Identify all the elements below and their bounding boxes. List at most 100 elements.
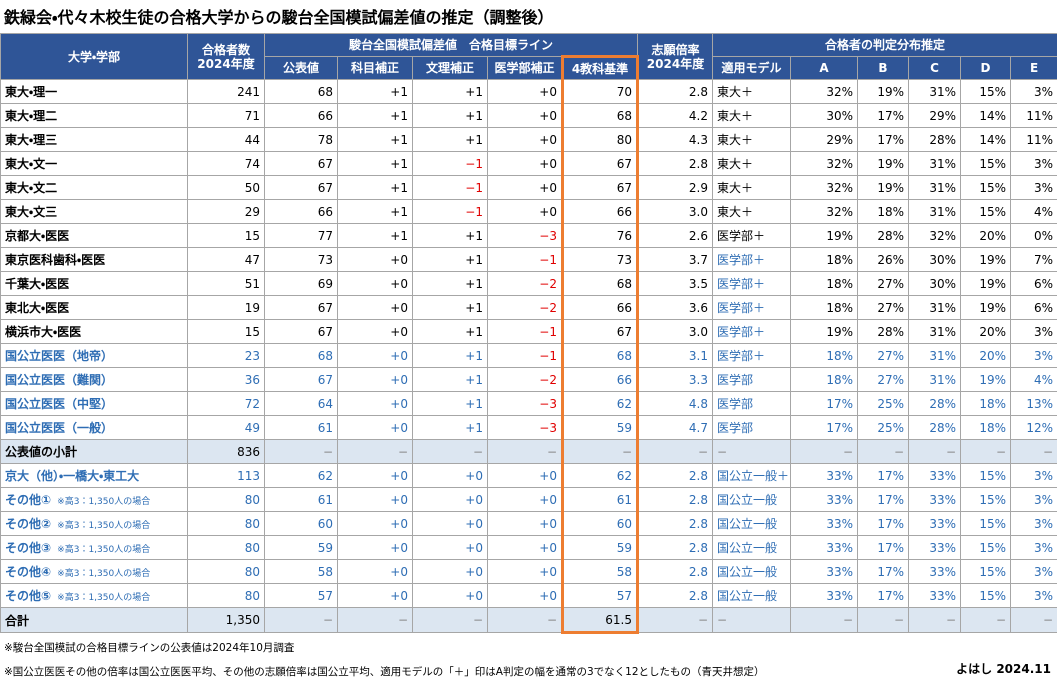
- cell: 6%: [1009, 271, 1057, 296]
- cell: +0: [337, 415, 413, 440]
- cell: 78: [264, 127, 338, 152]
- cell: 東大＋: [712, 175, 791, 200]
- cell: 東大＋: [712, 103, 791, 128]
- cell: 医学部: [712, 367, 791, 392]
- cell: 医学部＋: [712, 247, 791, 272]
- cell: 28%: [908, 391, 961, 416]
- cell: 50: [187, 175, 265, 200]
- header-cell: 公表値: [264, 56, 338, 80]
- cell: 国公立一般: [712, 583, 791, 608]
- cell: 17%: [857, 127, 909, 152]
- cell: 66: [264, 103, 338, 128]
- cell: 60: [561, 511, 639, 536]
- cell: −: [337, 607, 413, 633]
- cell: 国公立一般＋: [712, 463, 791, 488]
- cell: 14%: [960, 127, 1011, 152]
- cell: 6%: [1009, 295, 1057, 320]
- table-row: 合計 1,350− − − −61.5− − − − − − −: [0, 607, 1057, 634]
- cell: 東大＋: [712, 199, 791, 224]
- cell: 4%: [1009, 199, 1057, 224]
- row-label: その他② ※高3：1,350人の場合: [0, 511, 188, 536]
- row-label: 合計: [0, 607, 188, 633]
- cell: 3.1: [637, 343, 713, 368]
- header-cell: 医学部補正: [487, 56, 563, 80]
- row-label: その他⑤ ※高3：1,350人の場合: [0, 583, 188, 608]
- cell: 61: [264, 415, 338, 440]
- cell: 66: [561, 199, 639, 224]
- cell: 29: [187, 199, 265, 224]
- cell: 15%: [960, 535, 1011, 560]
- cell: −: [712, 607, 791, 633]
- cell: −: [790, 439, 858, 464]
- cell: −: [637, 607, 713, 633]
- cell: 4%: [1009, 367, 1057, 392]
- cell: +0: [487, 175, 563, 200]
- table-row: その他④ ※高3：1,350人の場合 80 58 +0 +0 +0 58 2.8 国公立一般 33%…: [0, 559, 1057, 584]
- cell: +1: [337, 151, 413, 176]
- cell: 32%: [790, 199, 858, 224]
- cell: −: [561, 439, 639, 464]
- cell: 3.0: [637, 199, 713, 224]
- cell: 18%: [790, 367, 858, 392]
- cell: 23: [187, 343, 265, 368]
- table: 大学・学部 合格者数 2024年度 駿台全国模試偏差値 合格目標ライン 志願倍率 20…: [0, 33, 1057, 634]
- cell: 2.8: [637, 535, 713, 560]
- cell: 28%: [857, 223, 909, 248]
- cell: 29%: [790, 127, 858, 152]
- cell: +0: [487, 103, 563, 128]
- cell: 2.8: [637, 487, 713, 512]
- cell: +0: [487, 487, 563, 512]
- cell: −: [857, 607, 909, 633]
- table-row: 京都大・医医 15 77 +1 +1 −3 76 2.6 医学部＋ 19% 28% 32% 20% 0%: [0, 223, 1057, 248]
- cell: 27%: [857, 367, 909, 392]
- row-label: 東北大・医医: [0, 295, 188, 320]
- cell: 68: [561, 103, 639, 128]
- cell: 3.3: [637, 367, 713, 392]
- cell: 医学部＋: [712, 271, 791, 296]
- cell: −: [857, 439, 909, 464]
- cell: −3: [487, 391, 563, 416]
- cell: 3.6: [637, 295, 713, 320]
- cell: 19%: [960, 367, 1011, 392]
- cell: 15%: [960, 487, 1011, 512]
- cell: 18%: [960, 391, 1011, 416]
- cell: 1,350: [187, 607, 265, 633]
- row-label: 横浜市大・医医: [0, 319, 188, 344]
- cell: 31%: [908, 343, 961, 368]
- cell: 3%: [1009, 487, 1057, 512]
- cell: +0: [487, 79, 563, 104]
- cell: 47: [187, 247, 265, 272]
- cell: 15%: [960, 79, 1011, 104]
- cell: 3%: [1009, 151, 1057, 176]
- cell: 59: [561, 415, 639, 440]
- cell: 東大＋: [712, 127, 791, 152]
- cell: 31%: [908, 175, 961, 200]
- cell: +0: [337, 247, 413, 272]
- cell: −: [1009, 607, 1057, 633]
- cell: 15: [187, 223, 265, 248]
- header-cell: 科目補正: [337, 56, 413, 80]
- row-note: ※高3：1,350人の場合: [57, 497, 151, 507]
- cell: 61: [561, 487, 639, 512]
- cell: +0: [337, 367, 413, 392]
- cell: 17%: [790, 391, 858, 416]
- cell: −: [1009, 439, 1057, 464]
- cell: 18%: [790, 247, 858, 272]
- cell: 62: [561, 463, 639, 488]
- cell: 19%: [790, 223, 858, 248]
- row-label: 東大・理一: [0, 79, 188, 104]
- cell: 113: [187, 463, 265, 488]
- row-label: 国公立医医（中堅）: [0, 391, 188, 416]
- table-row: その他③ ※高3：1,350人の場合 80 59 +0 +0 +0 59 2.8 国公立一般 33%…: [0, 535, 1057, 560]
- row-label: 東大・文一: [0, 151, 188, 176]
- cell: 57: [561, 583, 639, 608]
- signature: よはし 2024.11: [956, 662, 1051, 676]
- cell: 12%: [1009, 415, 1057, 440]
- cell: 医学部: [712, 415, 791, 440]
- cell: 51: [187, 271, 265, 296]
- row-label: 国公立医医（難関）: [0, 367, 188, 392]
- cell: 836: [187, 439, 265, 464]
- header-cell: 文理補正: [412, 56, 488, 80]
- cell: 241: [187, 79, 265, 104]
- cell: −1: [487, 247, 563, 272]
